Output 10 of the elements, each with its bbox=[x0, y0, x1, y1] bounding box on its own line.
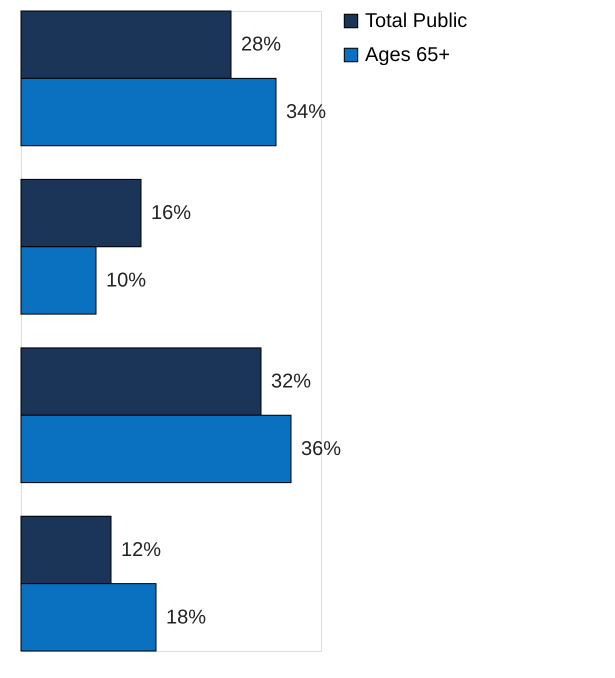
data-label: 34% bbox=[286, 101, 326, 124]
data-label: 16% bbox=[151, 202, 192, 224]
data-label: 36% bbox=[301, 438, 342, 460]
legend-label: Total Public bbox=[365, 10, 468, 32]
data-label: 10% bbox=[106, 269, 146, 292]
data-label: 12% bbox=[121, 538, 162, 561]
data-label: 28% bbox=[241, 34, 282, 56]
legend-label: Ages 65+ bbox=[365, 44, 450, 66]
data-label: 32% bbox=[271, 370, 312, 393]
data-label: 18% bbox=[166, 606, 206, 628]
